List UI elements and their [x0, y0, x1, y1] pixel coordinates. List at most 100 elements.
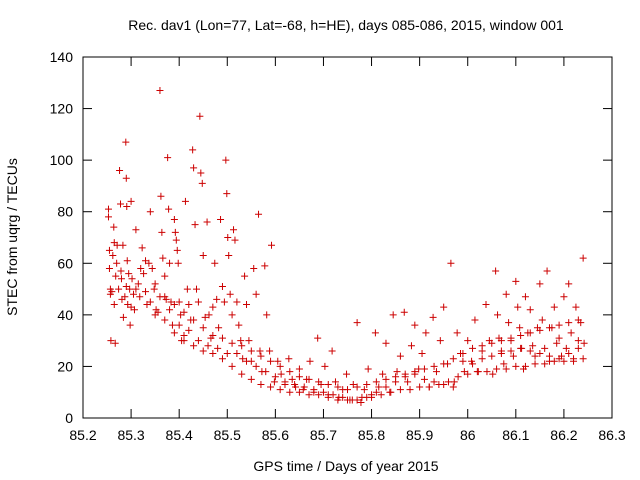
- data-point: [166, 259, 174, 267]
- data-point: [363, 380, 371, 388]
- data-point: [228, 362, 236, 370]
- data-point: [526, 347, 534, 355]
- data-point: [379, 370, 387, 378]
- data-point: [164, 154, 172, 162]
- data-point: [541, 360, 549, 368]
- data-point: [521, 293, 529, 301]
- data-point: [237, 337, 245, 345]
- x-tick-label: 85.6: [262, 427, 289, 443]
- data-point: [170, 329, 178, 337]
- data-point: [267, 357, 275, 365]
- data-point: [205, 311, 213, 319]
- data-point: [241, 272, 249, 280]
- y-tick-label: 40: [57, 307, 73, 323]
- data-point: [310, 386, 318, 394]
- data-point: [401, 373, 409, 381]
- data-point: [329, 391, 337, 399]
- data-point: [324, 380, 332, 388]
- data-point: [105, 264, 113, 272]
- x-tick-label: 85.4: [166, 427, 193, 443]
- plot-frame: [82, 56, 613, 419]
- data-point: [469, 344, 477, 352]
- data-point: [300, 383, 308, 391]
- data-point: [137, 264, 145, 272]
- data-point: [396, 352, 404, 360]
- chart-title: Rec. dav1 (Lon=77, Lat=-68, h=HE), days …: [128, 17, 564, 33]
- data-point: [440, 303, 448, 311]
- data-point: [315, 378, 323, 386]
- data-point: [286, 388, 294, 396]
- data-point: [516, 324, 524, 332]
- data-point: [543, 267, 551, 275]
- data-point: [122, 282, 130, 290]
- data-point: [145, 259, 153, 267]
- data-point: [127, 303, 135, 311]
- data-point: [286, 368, 294, 376]
- y-tick-label: 120: [50, 101, 74, 117]
- data-point: [204, 342, 212, 350]
- data-point: [555, 334, 563, 342]
- data-point: [517, 331, 525, 339]
- data-point: [238, 342, 246, 350]
- y-tick-label: 20: [57, 358, 73, 374]
- data-point: [344, 386, 351, 394]
- data-point: [226, 290, 234, 298]
- data-point: [173, 246, 181, 254]
- x-tick-label: 86.2: [550, 427, 577, 443]
- data-point: [199, 252, 207, 260]
- data-point: [377, 391, 385, 399]
- data-point: [191, 221, 199, 229]
- data-point: [168, 321, 176, 329]
- x-tick-label: 85.7: [310, 427, 337, 443]
- x-tick-label: 86.1: [502, 427, 529, 443]
- data-point: [111, 339, 119, 347]
- data-point: [123, 203, 131, 211]
- data-point: [440, 380, 448, 388]
- data-point: [198, 179, 206, 187]
- data-point: [245, 337, 253, 345]
- data-point: [170, 301, 178, 309]
- data-point: [488, 352, 496, 360]
- data-point: [107, 337, 115, 345]
- y-tick-label: 80: [57, 204, 73, 220]
- data-point: [247, 375, 255, 383]
- data-point: [190, 164, 198, 172]
- data-point: [459, 357, 467, 365]
- data-point: [161, 316, 169, 324]
- data-point: [110, 301, 118, 309]
- data-point: [276, 386, 284, 394]
- data-point: [295, 365, 303, 373]
- data-point: [291, 380, 299, 388]
- data-point: [257, 380, 265, 388]
- data-point: [494, 311, 502, 319]
- data-point: [411, 321, 419, 329]
- data-point: [220, 298, 228, 306]
- data-point: [562, 344, 570, 352]
- data-point: [196, 112, 204, 120]
- data-point: [407, 342, 415, 350]
- data-point: [213, 295, 221, 303]
- x-tick-label: 86: [460, 427, 476, 443]
- data-point: [262, 368, 270, 376]
- data-point: [235, 321, 243, 329]
- data-point: [502, 290, 510, 298]
- data-point: [268, 241, 276, 249]
- data-point: [505, 319, 513, 327]
- data-point: [372, 388, 380, 396]
- data-point: [132, 285, 140, 293]
- data-point: [295, 388, 303, 396]
- data-point: [157, 192, 165, 200]
- data-point: [432, 368, 440, 376]
- data-point: [425, 383, 433, 391]
- data-point: [404, 378, 412, 386]
- data-point: [560, 293, 568, 301]
- x-tick-label: 85.8: [358, 427, 385, 443]
- data-point: [387, 388, 395, 396]
- data-point: [449, 355, 457, 363]
- data-point: [148, 264, 156, 272]
- data-point: [306, 357, 314, 365]
- data-point: [129, 290, 137, 298]
- data-point: [315, 391, 323, 399]
- data-point: [238, 370, 246, 378]
